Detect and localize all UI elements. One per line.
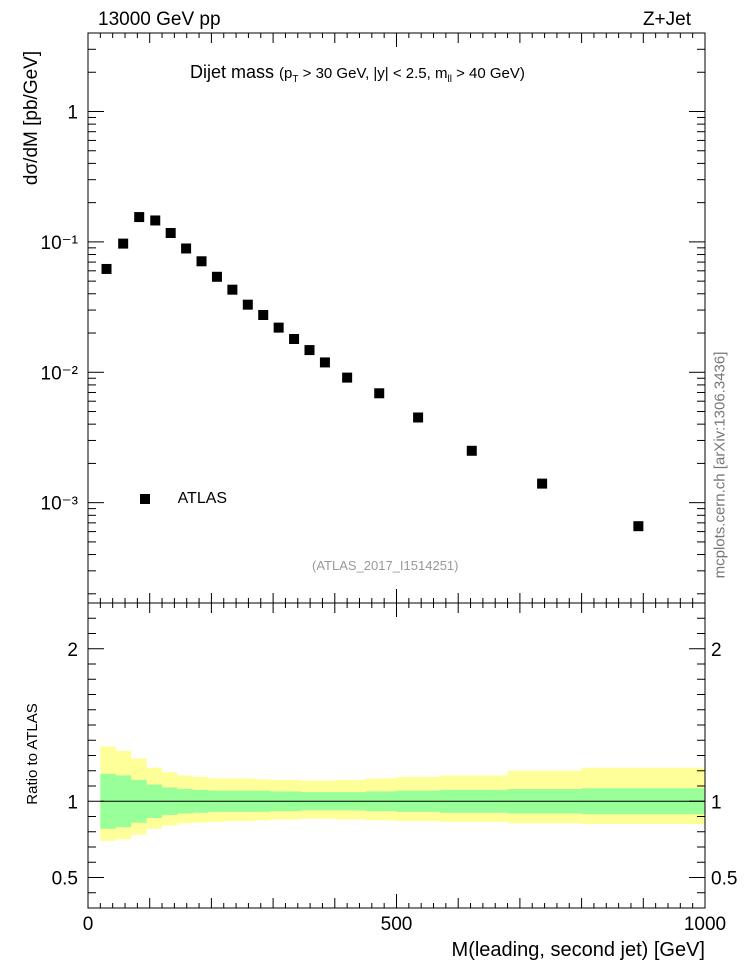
y-axis-label-main: dσ/dM [pb/GeV] <box>21 51 42 185</box>
data-point <box>537 478 548 489</box>
data-point <box>374 388 385 399</box>
data-point <box>273 322 284 333</box>
header-left: 13000 GeV pp <box>98 9 221 30</box>
ratio-panel: 0 500 1000 0.5 0.5 1 1 2 2 <box>52 602 737 935</box>
ratio-y-tick-label-left: 2 <box>67 640 78 661</box>
data-point <box>211 271 222 282</box>
data-point <box>196 256 207 267</box>
x-tick-label: 1000 <box>684 914 726 935</box>
main-frame <box>87 32 706 604</box>
data-point <box>633 521 644 532</box>
main-y-tick-label: 10⁻³ <box>41 494 79 515</box>
data-point <box>227 284 238 295</box>
title-cuts: (pT > 30 GeV, |y| < 2.5, mll > 40 GeV) <box>279 65 525 85</box>
title-main: Dijet mass <box>190 62 275 82</box>
data-point <box>319 357 330 368</box>
data-point <box>258 309 269 320</box>
y-axis-label-ratio: Ratio to ATLAS <box>24 703 41 804</box>
data-point <box>304 345 315 356</box>
data-point <box>165 227 176 238</box>
ratio-frame <box>87 602 706 909</box>
data-point <box>342 372 353 383</box>
x-axis-label: M(leading, second jet) [GeV] <box>452 939 705 961</box>
ratio-y-tick-label-left: 1 <box>67 792 78 813</box>
data-point <box>413 412 424 423</box>
main-y-tick-label: 10⁻¹ <box>41 233 79 254</box>
header-right: Z+Jet <box>642 9 691 30</box>
plot-title: Dijet mass (pT > 30 GeV, |y| < 2.5, mll … <box>190 62 525 85</box>
data-point <box>118 238 129 249</box>
data-point <box>134 212 145 223</box>
data-point <box>289 333 300 344</box>
ratio-y-tick-label-right: 2 <box>711 640 722 661</box>
data-point <box>101 263 112 274</box>
data-point <box>242 299 253 310</box>
legend: ATLAS <box>140 490 227 508</box>
x-tick-label: 500 <box>381 914 413 935</box>
main-y-tick-label: 1 <box>67 103 78 124</box>
ratio-y-tick-label-right: 1 <box>711 792 722 813</box>
data-point <box>466 445 477 456</box>
side-label: mcplots.cern.ch [arXiv:1306.3436] <box>711 351 729 579</box>
legend-marker <box>140 493 150 504</box>
x-tick-label: 0 <box>83 914 94 935</box>
main-panel: 10⁻³ 10⁻² 10⁻¹ 1 <box>41 32 706 604</box>
main-y-tick-label: 10⁻² <box>41 363 79 384</box>
ratio-y-tick-label-left: 0.5 <box>52 869 78 890</box>
legend-label: ATLAS <box>177 490 228 507</box>
data-point <box>150 215 161 226</box>
analysis-reference: (ATLAS_2017_I1514251) <box>312 558 459 573</box>
data-point <box>181 243 192 254</box>
ratio-y-tick-label-right: 0.5 <box>711 869 737 890</box>
